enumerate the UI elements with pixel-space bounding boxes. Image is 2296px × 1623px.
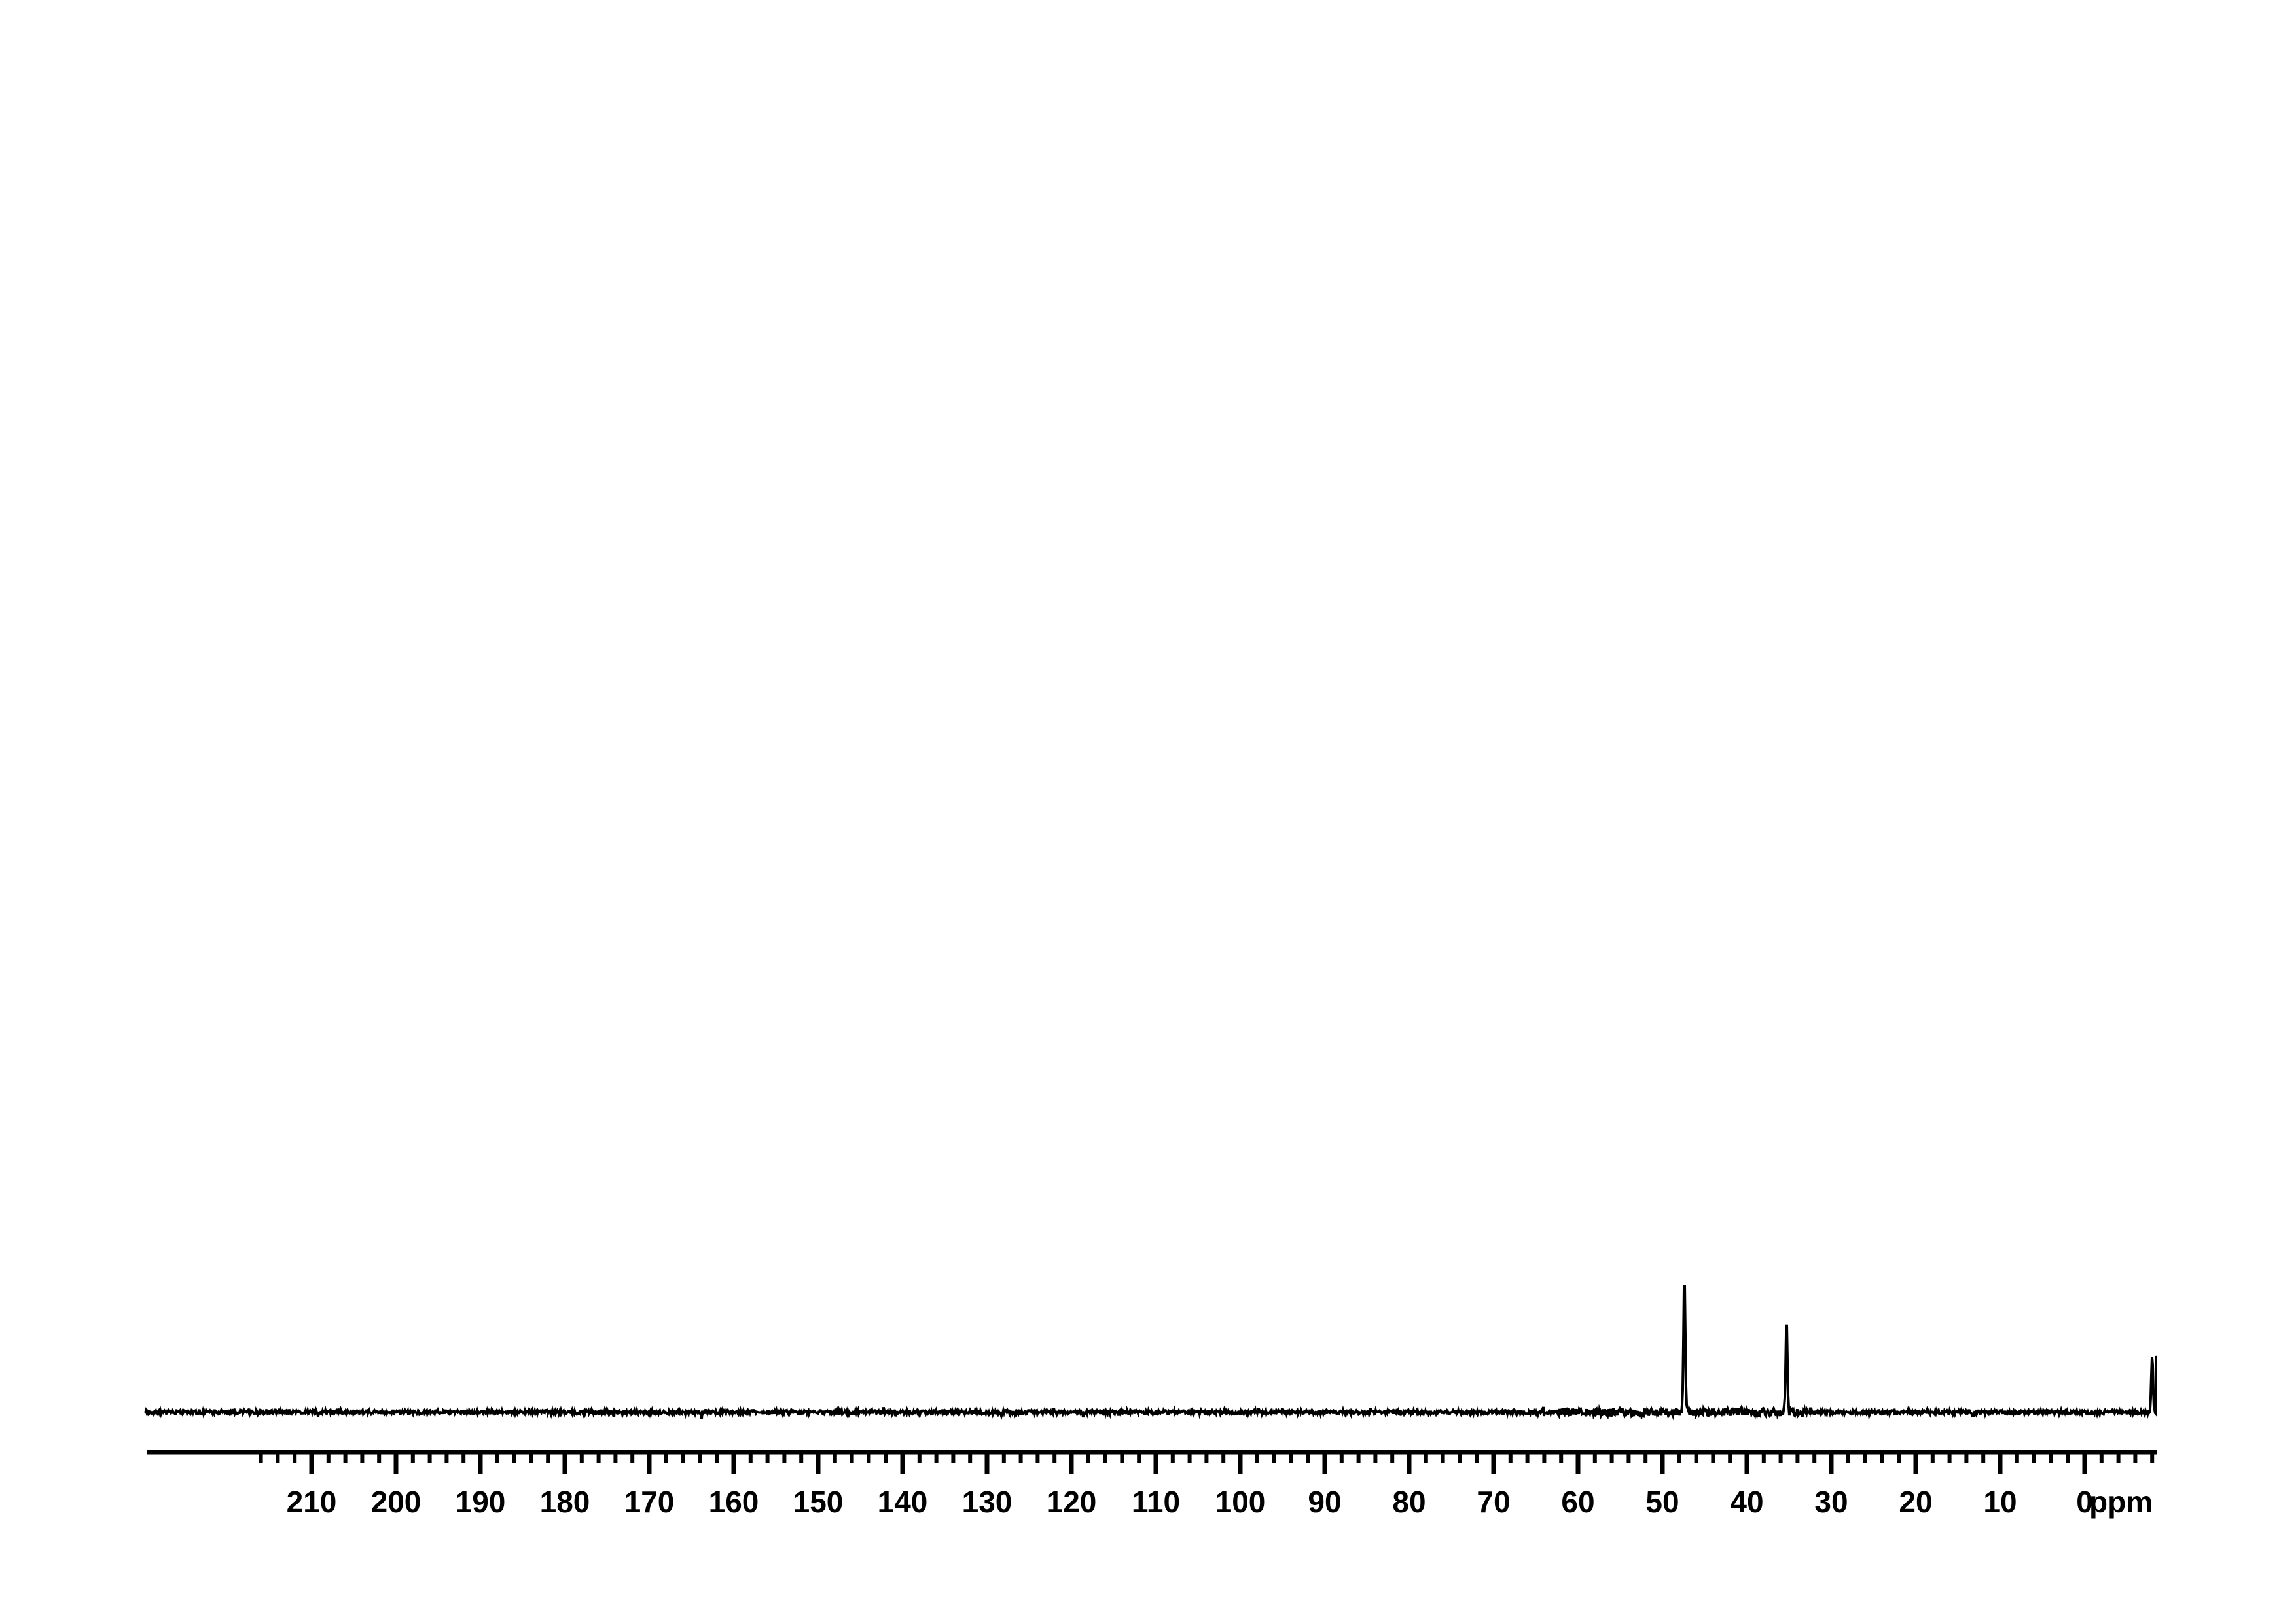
axis-tick-label: 110 bbox=[1132, 1485, 1180, 1519]
axis-tick-label: 180 bbox=[540, 1485, 590, 1519]
axis-tick-label: 40 bbox=[1730, 1485, 1763, 1519]
axis-tick-label: 80 bbox=[1392, 1485, 1426, 1519]
axis-tick-label: 90 bbox=[1308, 1485, 1341, 1519]
axis-tick-label: 30 bbox=[1814, 1485, 1848, 1519]
axis-tick-label: 210 bbox=[287, 1485, 337, 1519]
axis-tick-label: 50 bbox=[1645, 1485, 1679, 1519]
axis-tick-label: 140 bbox=[878, 1485, 928, 1519]
spectrum-trace bbox=[144, 1285, 2157, 1421]
axis-tick-label: 170 bbox=[624, 1485, 675, 1519]
axis-tick-label: 130 bbox=[962, 1485, 1013, 1519]
spectrum-trace-group bbox=[144, 1285, 2157, 1421]
axis-tick-label: 0 bbox=[2076, 1485, 2093, 1519]
axis-tick-label: 70 bbox=[1477, 1485, 1510, 1519]
axis-tick-label: 150 bbox=[793, 1485, 844, 1519]
axis-tick-label: 10 bbox=[1983, 1485, 2017, 1519]
axis-tick-label: 60 bbox=[1561, 1485, 1594, 1519]
axis-tick-label: 160 bbox=[709, 1485, 759, 1519]
axis-unit-label: ppm bbox=[2089, 1485, 2153, 1519]
axis-tick-labels: 210 200 190 180 170 160 150 140 130 120 110 100 90 80… bbox=[287, 1485, 2093, 1519]
axis-tick-label: 190 bbox=[456, 1485, 506, 1519]
axis-tick-label: 20 bbox=[1899, 1485, 1932, 1519]
axis-tick-label: 100 bbox=[1215, 1485, 1266, 1519]
axis-tick-label: 120 bbox=[1047, 1485, 1097, 1519]
axis-tick-label: 200 bbox=[371, 1485, 422, 1519]
axis-ticks bbox=[259, 1452, 2155, 1474]
ppm-axis: 210 200 190 180 170 160 150 140 130 120 110 100 90 80… bbox=[147, 1450, 2157, 1519]
